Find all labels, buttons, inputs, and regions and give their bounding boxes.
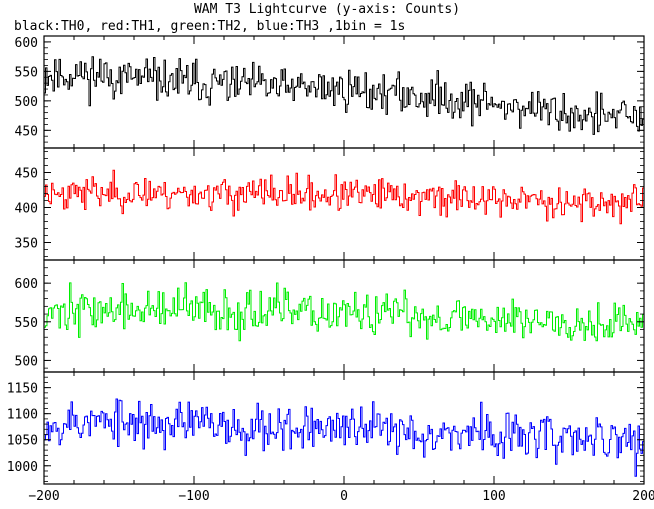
x-tick-label: 100 <box>482 489 505 504</box>
panel-th2: 500 550 600 <box>15 259 645 373</box>
y-tick-label: 500 <box>15 95 38 110</box>
panel-frame <box>43 147 645 261</box>
series-line-th0 <box>44 56 644 135</box>
panel-frame <box>43 35 645 149</box>
chart-subtitle: black:TH0, red:TH1, green:TH2, blue:TH3 … <box>14 19 405 34</box>
y-tick-label: 450 <box>15 124 38 139</box>
y-tick-label: 1100 <box>7 408 38 423</box>
y-tick-label: 1150 <box>7 382 38 397</box>
y-tick-label: 600 <box>15 277 38 292</box>
x-tick-label: 200 <box>632 489 654 504</box>
panel-th3: 1000 1050 1100 1150 <box>7 371 645 485</box>
panel-th0: 450 500 550 600 <box>15 35 645 149</box>
y-tick-label: 550 <box>15 65 38 80</box>
x-tick-label: 0 <box>340 489 348 504</box>
y-tick-label: 600 <box>15 36 38 51</box>
y-tick-label: 1050 <box>7 434 38 449</box>
y-tick-label: 450 <box>15 167 38 182</box>
y-tick-label: 1000 <box>7 460 38 475</box>
x-tick-label: −100 <box>178 489 209 504</box>
y-tick-label: 350 <box>15 237 38 252</box>
series-line-th1 <box>44 169 644 225</box>
panel-th1: 350 400 450 <box>15 147 645 261</box>
panels-group: 450 500 550 600 350 400 450 500 550 600 1000 1050 11… <box>7 35 645 485</box>
series-line-th2 <box>44 282 644 342</box>
y-tick-label: 400 <box>15 202 38 217</box>
x-axis: −200 −100 0 100 200 <box>28 489 654 504</box>
x-tick-label: −200 <box>28 489 59 504</box>
y-tick-label: 550 <box>15 316 38 331</box>
y-tick-label: 500 <box>15 354 38 369</box>
chart-title: WAM T3 Lightcurve (y-axis: Counts) <box>194 2 460 17</box>
series-line-th3 <box>44 398 644 477</box>
